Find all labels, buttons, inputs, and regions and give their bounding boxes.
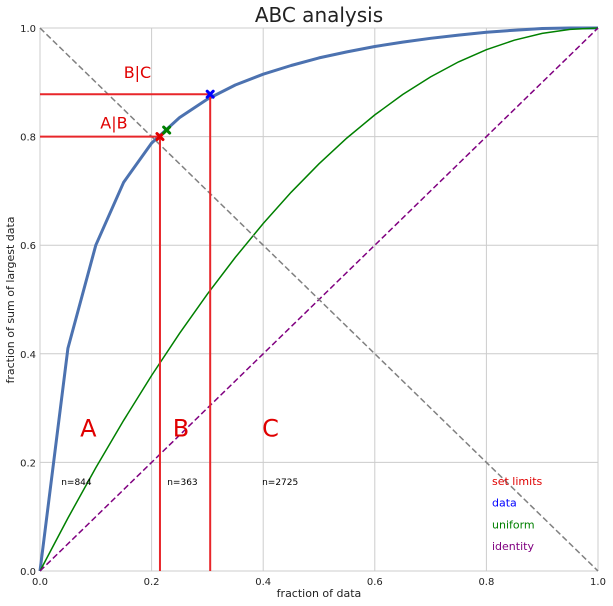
y-tick-label: 0.8 <box>20 133 36 144</box>
grid <box>39 27 599 572</box>
annotation-label: n=2725 <box>262 478 298 488</box>
reference-diagonal <box>39 27 599 572</box>
annotation-label: B <box>173 414 189 442</box>
y-tick-label: 0.2 <box>20 458 36 469</box>
y-axis-label: fraction of sum of largest data <box>4 216 17 383</box>
x-tick-label: 0.6 <box>367 577 383 588</box>
x-tick-label: 1.0 <box>590 577 606 588</box>
y-tick-label: 0.6 <box>20 241 36 252</box>
legend-entry: set limits <box>492 475 543 488</box>
legend-entry: uniform <box>492 518 535 531</box>
y-tick-label: 0.4 <box>20 350 36 361</box>
legend-entry: data <box>492 497 517 510</box>
limit-lines <box>40 93 212 571</box>
limit-marker <box>162 125 172 135</box>
limit-marker <box>205 89 215 99</box>
x-tick-label: 0.2 <box>144 577 160 588</box>
series-lines <box>38 26 599 572</box>
legend-entry: identity <box>492 540 534 553</box>
annotation-label: A|B <box>100 113 127 132</box>
x-tick-label: 0.8 <box>478 577 494 588</box>
x-axis-label: fraction of data <box>277 587 362 600</box>
chart-title: ABC analysis <box>255 3 383 27</box>
abc-curve <box>38 26 598 572</box>
y-tick-label: 1.0 <box>20 24 36 35</box>
annotation-label: n=844 <box>61 478 92 488</box>
uniform-curve <box>39 27 599 572</box>
annotation-label: n=363 <box>167 478 197 488</box>
limit-marker <box>155 132 165 142</box>
annotation-label: B|C <box>124 63 152 82</box>
axis-ticks: 0.0 0.2 0.4 0.6 0.8 1.0 0.0 0.2 0.4 0.6 0.8 1.0 <box>20 24 606 588</box>
annotation-label: C <box>262 414 279 442</box>
limit-markers <box>155 89 215 142</box>
y-tick-label: 0.0 <box>20 567 36 578</box>
legend: set limits data uniform identity <box>492 475 543 553</box>
annotation-label: A <box>80 414 97 442</box>
x-tick-label: 0.0 <box>32 577 48 588</box>
x-tick-label: 0.4 <box>255 577 271 588</box>
annotations: B|C A|B A B Cn=844 n=363 n=2725 <box>61 63 298 488</box>
